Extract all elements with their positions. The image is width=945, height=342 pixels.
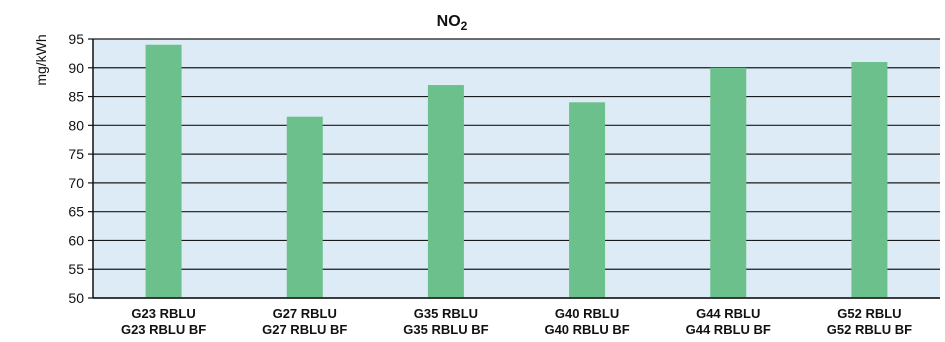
bar xyxy=(286,116,323,298)
y-tick-label: 75 xyxy=(68,146,84,162)
y-axis-label: mg/kWh xyxy=(33,34,49,85)
y-tick-label: 85 xyxy=(68,89,84,105)
y-tick-label: 55 xyxy=(68,261,84,277)
x-category-label: G52 RBLU xyxy=(837,306,901,321)
bar xyxy=(710,67,747,299)
y-tick-label: 50 xyxy=(68,290,84,306)
y-tick-label: 60 xyxy=(68,232,84,248)
x-category-label: G52 RBLU BF xyxy=(827,322,912,337)
bar xyxy=(569,102,606,298)
x-category-label: G35 RBLU BF xyxy=(403,322,488,337)
chart-title-subscript: 2 xyxy=(461,19,468,33)
x-category-label: G27 RBLU xyxy=(273,306,337,321)
x-category-label: G44 RBLU BF xyxy=(686,322,771,337)
x-category-label: G27 RBLU BF xyxy=(262,322,347,337)
bar xyxy=(145,44,182,298)
chart-title-main: NO xyxy=(437,13,461,30)
x-category-label: G44 RBLU xyxy=(696,306,760,321)
x-category-label: G23 RBLU xyxy=(131,306,195,321)
x-category-label: G40 RBLU xyxy=(555,306,619,321)
bars xyxy=(145,44,888,299)
y-tick-label: 65 xyxy=(68,204,84,220)
y-tick-label: 70 xyxy=(68,175,84,191)
chart-title: NO2 xyxy=(437,13,468,33)
plot-background xyxy=(93,39,940,298)
gridlines xyxy=(93,38,940,299)
y-tick-label: 90 xyxy=(68,60,84,76)
bar xyxy=(851,62,888,299)
y-axis-ticks: 50 55 60 65 70 75 80 85 90 95 xyxy=(68,31,93,306)
bar xyxy=(427,85,464,299)
x-category-label: G40 RBLU BF xyxy=(544,322,629,337)
x-category-label: G23 RBLU BF xyxy=(121,322,206,337)
y-tick-label: 80 xyxy=(68,117,84,133)
y-tick-label: 95 xyxy=(68,31,84,47)
x-category-label: G35 RBLU xyxy=(414,306,478,321)
